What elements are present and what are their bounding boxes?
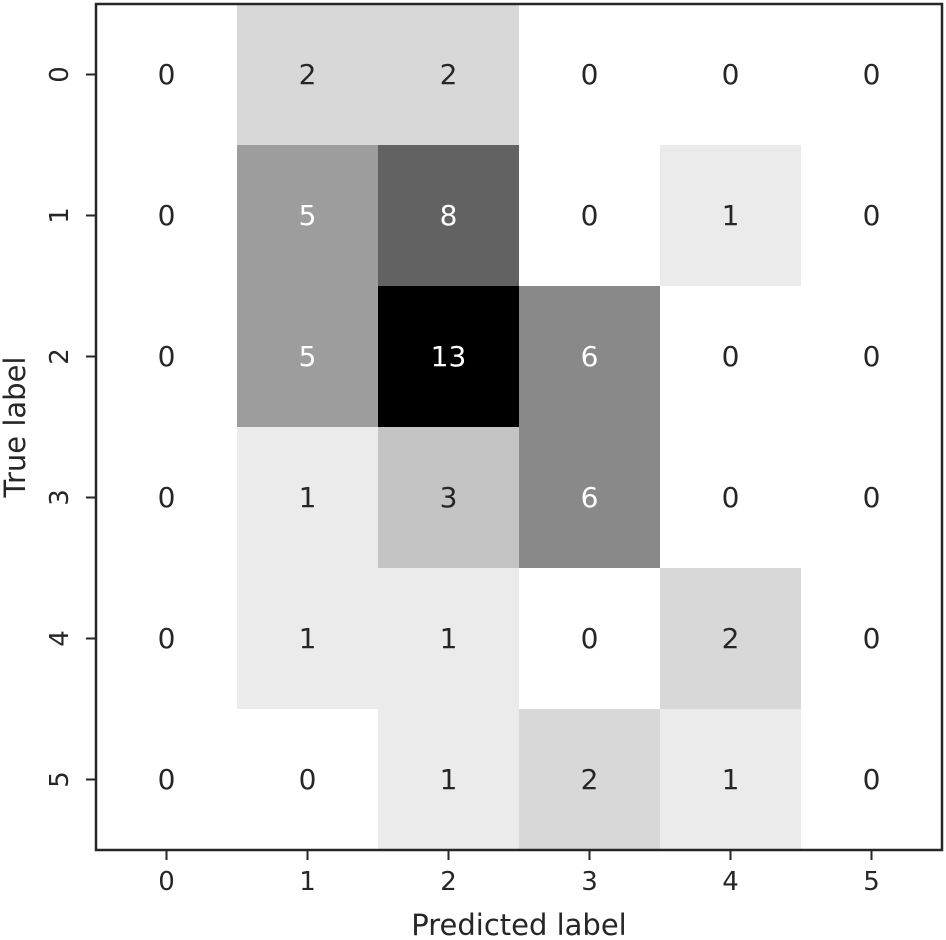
heatmap-cell-r2-c2 — [378, 286, 520, 428]
cell-value-r4-c0: 0 — [158, 622, 176, 655]
x-tick-label-5: 5 — [863, 867, 880, 897]
y-tick-label-5: 5 — [45, 771, 75, 788]
cell-value-r2-c4: 0 — [722, 340, 740, 373]
cell-value-r5-c5: 0 — [863, 763, 881, 796]
cell-value-r4-c4: 2 — [722, 622, 740, 655]
heatmap-cells: 0 2 2 0 0 00 5 8 0 1 00 5 13 6 0 00 1 3 6 0 00 1 1 0 2 00 0 1 2 1 0 — [96, 4, 943, 851]
heatmap-cell-r0-c3 — [519, 4, 661, 146]
heatmap-cell-r4-c4 — [660, 568, 802, 710]
heatmap-cell-r4-c3 — [519, 568, 661, 710]
cell-value-r1-c2: 8 — [440, 199, 458, 232]
plot-frame — [94, 2, 944, 852]
heatmap-cell-r5-c2 — [378, 709, 520, 851]
heatmap-cell-r3-c5 — [801, 427, 943, 569]
heatmap-cell-r1-c1 — [237, 145, 379, 287]
cell-value-r5-c1: 0 — [299, 763, 317, 796]
y-tick-label-3: 3 — [45, 489, 75, 506]
heatmap-cell-r3-c3 — [519, 427, 661, 569]
cell-value-r3-c1: 1 — [299, 481, 317, 514]
cell-value-r5-c0: 0 — [158, 763, 176, 796]
cell-value-r4-c1: 1 — [299, 622, 317, 655]
heatmap-cell-r2-c5 — [801, 286, 943, 428]
x-tick-label-3: 3 — [581, 867, 598, 897]
x-tick-label-4: 4 — [722, 867, 739, 897]
heatmap-cell-r0-c2 — [378, 4, 520, 146]
heatmap-cell-r3-c2 — [378, 427, 520, 569]
cell-value-r1-c1: 5 — [299, 199, 317, 232]
heatmap-cell-r0-c0 — [96, 4, 238, 146]
x-tick-label-2: 2 — [440, 867, 457, 897]
heatmap-cell-r2-c0 — [96, 286, 238, 428]
cell-value-r0-c3: 0 — [581, 58, 599, 91]
cell-value-r0-c5: 0 — [863, 58, 881, 91]
y-tick-label-0: 0 — [45, 66, 75, 83]
cell-value-r3-c0: 0 — [158, 481, 176, 514]
cell-value-r3-c2: 3 — [440, 481, 458, 514]
cell-value-r3-c3: 6 — [581, 481, 599, 514]
cell-value-r5-c4: 1 — [722, 763, 740, 796]
y-tick-label-4: 4 — [45, 630, 75, 647]
heatmap-cell-r0-c1 — [237, 4, 379, 146]
x-tick-label-1: 1 — [299, 867, 316, 897]
cell-value-r5-c3: 2 — [581, 763, 599, 796]
cell-value-r5-c2: 1 — [440, 763, 458, 796]
heatmap-cell-r5-c3 — [519, 709, 661, 851]
cell-value-r2-c3: 6 — [581, 340, 599, 373]
heatmap-cell-r1-c5 — [801, 145, 943, 287]
cell-value-r1-c4: 1 — [722, 199, 740, 232]
cell-value-r0-c4: 0 — [722, 58, 740, 91]
heatmap-cell-r5-c0 — [96, 709, 238, 851]
cell-value-r3-c4: 0 — [722, 481, 740, 514]
cell-value-r1-c5: 0 — [863, 199, 881, 232]
cell-value-r0-c0: 0 — [158, 58, 176, 91]
x-tick-label-0: 0 — [158, 867, 175, 897]
cell-value-r2-c1: 5 — [299, 340, 317, 373]
cell-value-r4-c3: 0 — [581, 622, 599, 655]
cell-value-r0-c1: 2 — [299, 58, 317, 91]
heatmap-cell-r2-c1 — [237, 286, 379, 428]
heatmap-cell-r2-c4 — [660, 286, 802, 428]
heatmap-cell-r1-c2 — [378, 145, 520, 287]
heatmap-cell-r4-c1 — [237, 568, 379, 710]
cell-value-r2-c0: 0 — [158, 340, 176, 373]
heatmap-cell-r4-c0 — [96, 568, 238, 710]
heatmap-cell-r5-c5 — [801, 709, 943, 851]
heatmap-cell-r5-c4 — [660, 709, 802, 851]
heatmap-cell-r1-c3 — [519, 145, 661, 287]
heatmap-cell-r0-c5 — [801, 4, 943, 146]
x-axis-label: Predicted label — [411, 908, 627, 940]
cell-value-r4-c2: 1 — [440, 622, 458, 655]
y-tick-label-1: 1 — [45, 207, 75, 224]
y-axis-ticks: 0 1 2 3 4 5 — [45, 66, 96, 788]
cell-value-r2-c5: 0 — [863, 340, 881, 373]
cell-value-r4-c5: 0 — [863, 622, 881, 655]
cell-value-r0-c2: 2 — [440, 58, 458, 91]
cell-value-r2-c2: 13 — [431, 340, 467, 373]
y-axis-label: True label — [0, 357, 32, 499]
heatmap-cell-r3-c0 — [96, 427, 238, 569]
heatmap-cell-r1-c0 — [96, 145, 238, 287]
heatmap-cell-r0-c4 — [660, 4, 802, 146]
cell-value-r1-c0: 0 — [158, 199, 176, 232]
cell-value-r3-c5: 0 — [863, 481, 881, 514]
heatmap-cell-r3-c1 — [237, 427, 379, 569]
cell-value-r1-c3: 0 — [581, 199, 599, 232]
heatmap-cell-r3-c4 — [660, 427, 802, 569]
y-tick-label-2: 2 — [45, 348, 75, 365]
heatmap-cell-r4-c2 — [378, 568, 520, 710]
heatmap-cell-r1-c4 — [660, 145, 802, 287]
heatmap-cell-r4-c5 — [801, 568, 943, 710]
heatmap-cell-r2-c3 — [519, 286, 661, 428]
heatmap-cell-r5-c1 — [237, 709, 379, 851]
x-axis-ticks: 0 1 2 3 4 5 — [158, 850, 880, 897]
